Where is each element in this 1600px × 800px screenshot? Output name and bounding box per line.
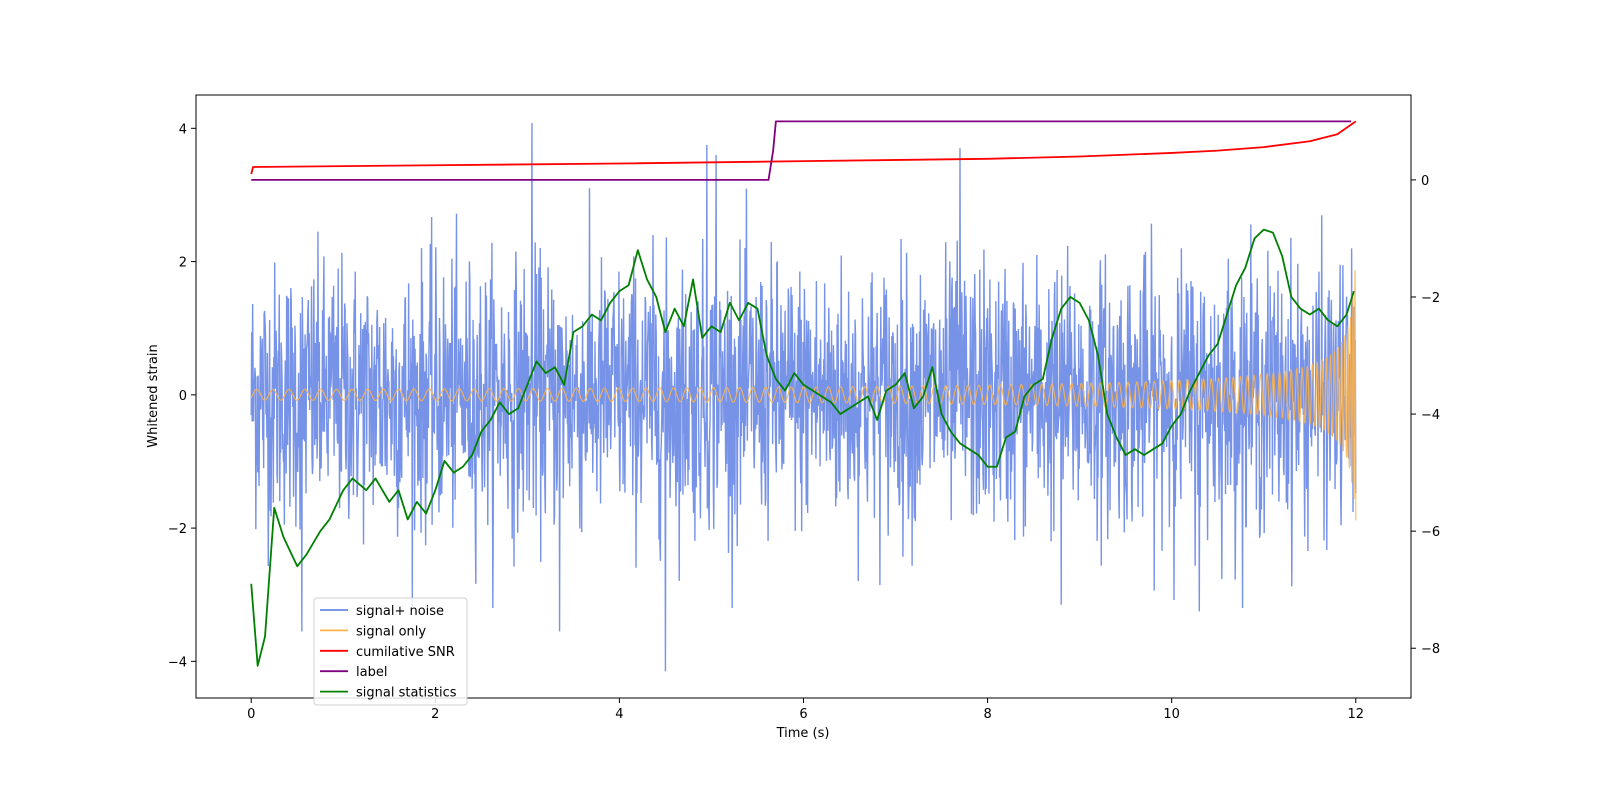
y-tick-label: 2 bbox=[179, 256, 187, 271]
series-signal-statistics-line bbox=[250, 228, 1355, 667]
legend-label-text: label bbox=[356, 665, 387, 680]
x-tick-label: 0 bbox=[247, 707, 255, 722]
legend-signal-noise-text: signal+ noise bbox=[356, 604, 444, 619]
plot-area bbox=[250, 120, 1357, 672]
y-axis-label: Whitened strain bbox=[146, 344, 161, 447]
x-tick-label: 6 bbox=[799, 707, 807, 722]
x-tick-label: 8 bbox=[983, 707, 991, 722]
x-tick-label: 4 bbox=[615, 707, 623, 722]
y-tick-label: 4 bbox=[179, 122, 187, 137]
series-label-line bbox=[251, 120, 1352, 181]
y2-tick-label: −8 bbox=[1421, 642, 1440, 657]
y-tick-label: 0 bbox=[179, 389, 187, 404]
y2-tick-label: −6 bbox=[1421, 525, 1440, 540]
legend-signal-statistics-text: signal statistics bbox=[356, 686, 457, 701]
y-tick-label: −2 bbox=[168, 522, 187, 537]
series-cumulative-snr-line bbox=[250, 120, 1357, 175]
axes: 0 2 4 6 8 10 12 −4 −2 0 2 4 −8 −6 −4 −2 0 bbox=[168, 122, 1440, 722]
x-tick-label: 10 bbox=[1163, 707, 1180, 722]
y2-tick-label: −4 bbox=[1421, 408, 1440, 423]
legend: signal+ noise signal only cumilative SNR la… bbox=[313, 597, 468, 706]
legend-box bbox=[313, 597, 468, 706]
y2-tick-label: 0 bbox=[1421, 174, 1429, 189]
y-tick-label: −4 bbox=[168, 655, 187, 670]
series-signal-only-line bbox=[250, 270, 1357, 521]
legend-cumulative-snr-text: cumilative SNR bbox=[356, 645, 455, 660]
x-tick-label: 12 bbox=[1347, 707, 1364, 722]
x-tick-label: 2 bbox=[431, 707, 439, 722]
legend-signal-only-text: signal only bbox=[356, 624, 426, 639]
x-axis-label: Time (s) bbox=[776, 726, 830, 741]
y2-tick-label: −2 bbox=[1421, 291, 1440, 306]
